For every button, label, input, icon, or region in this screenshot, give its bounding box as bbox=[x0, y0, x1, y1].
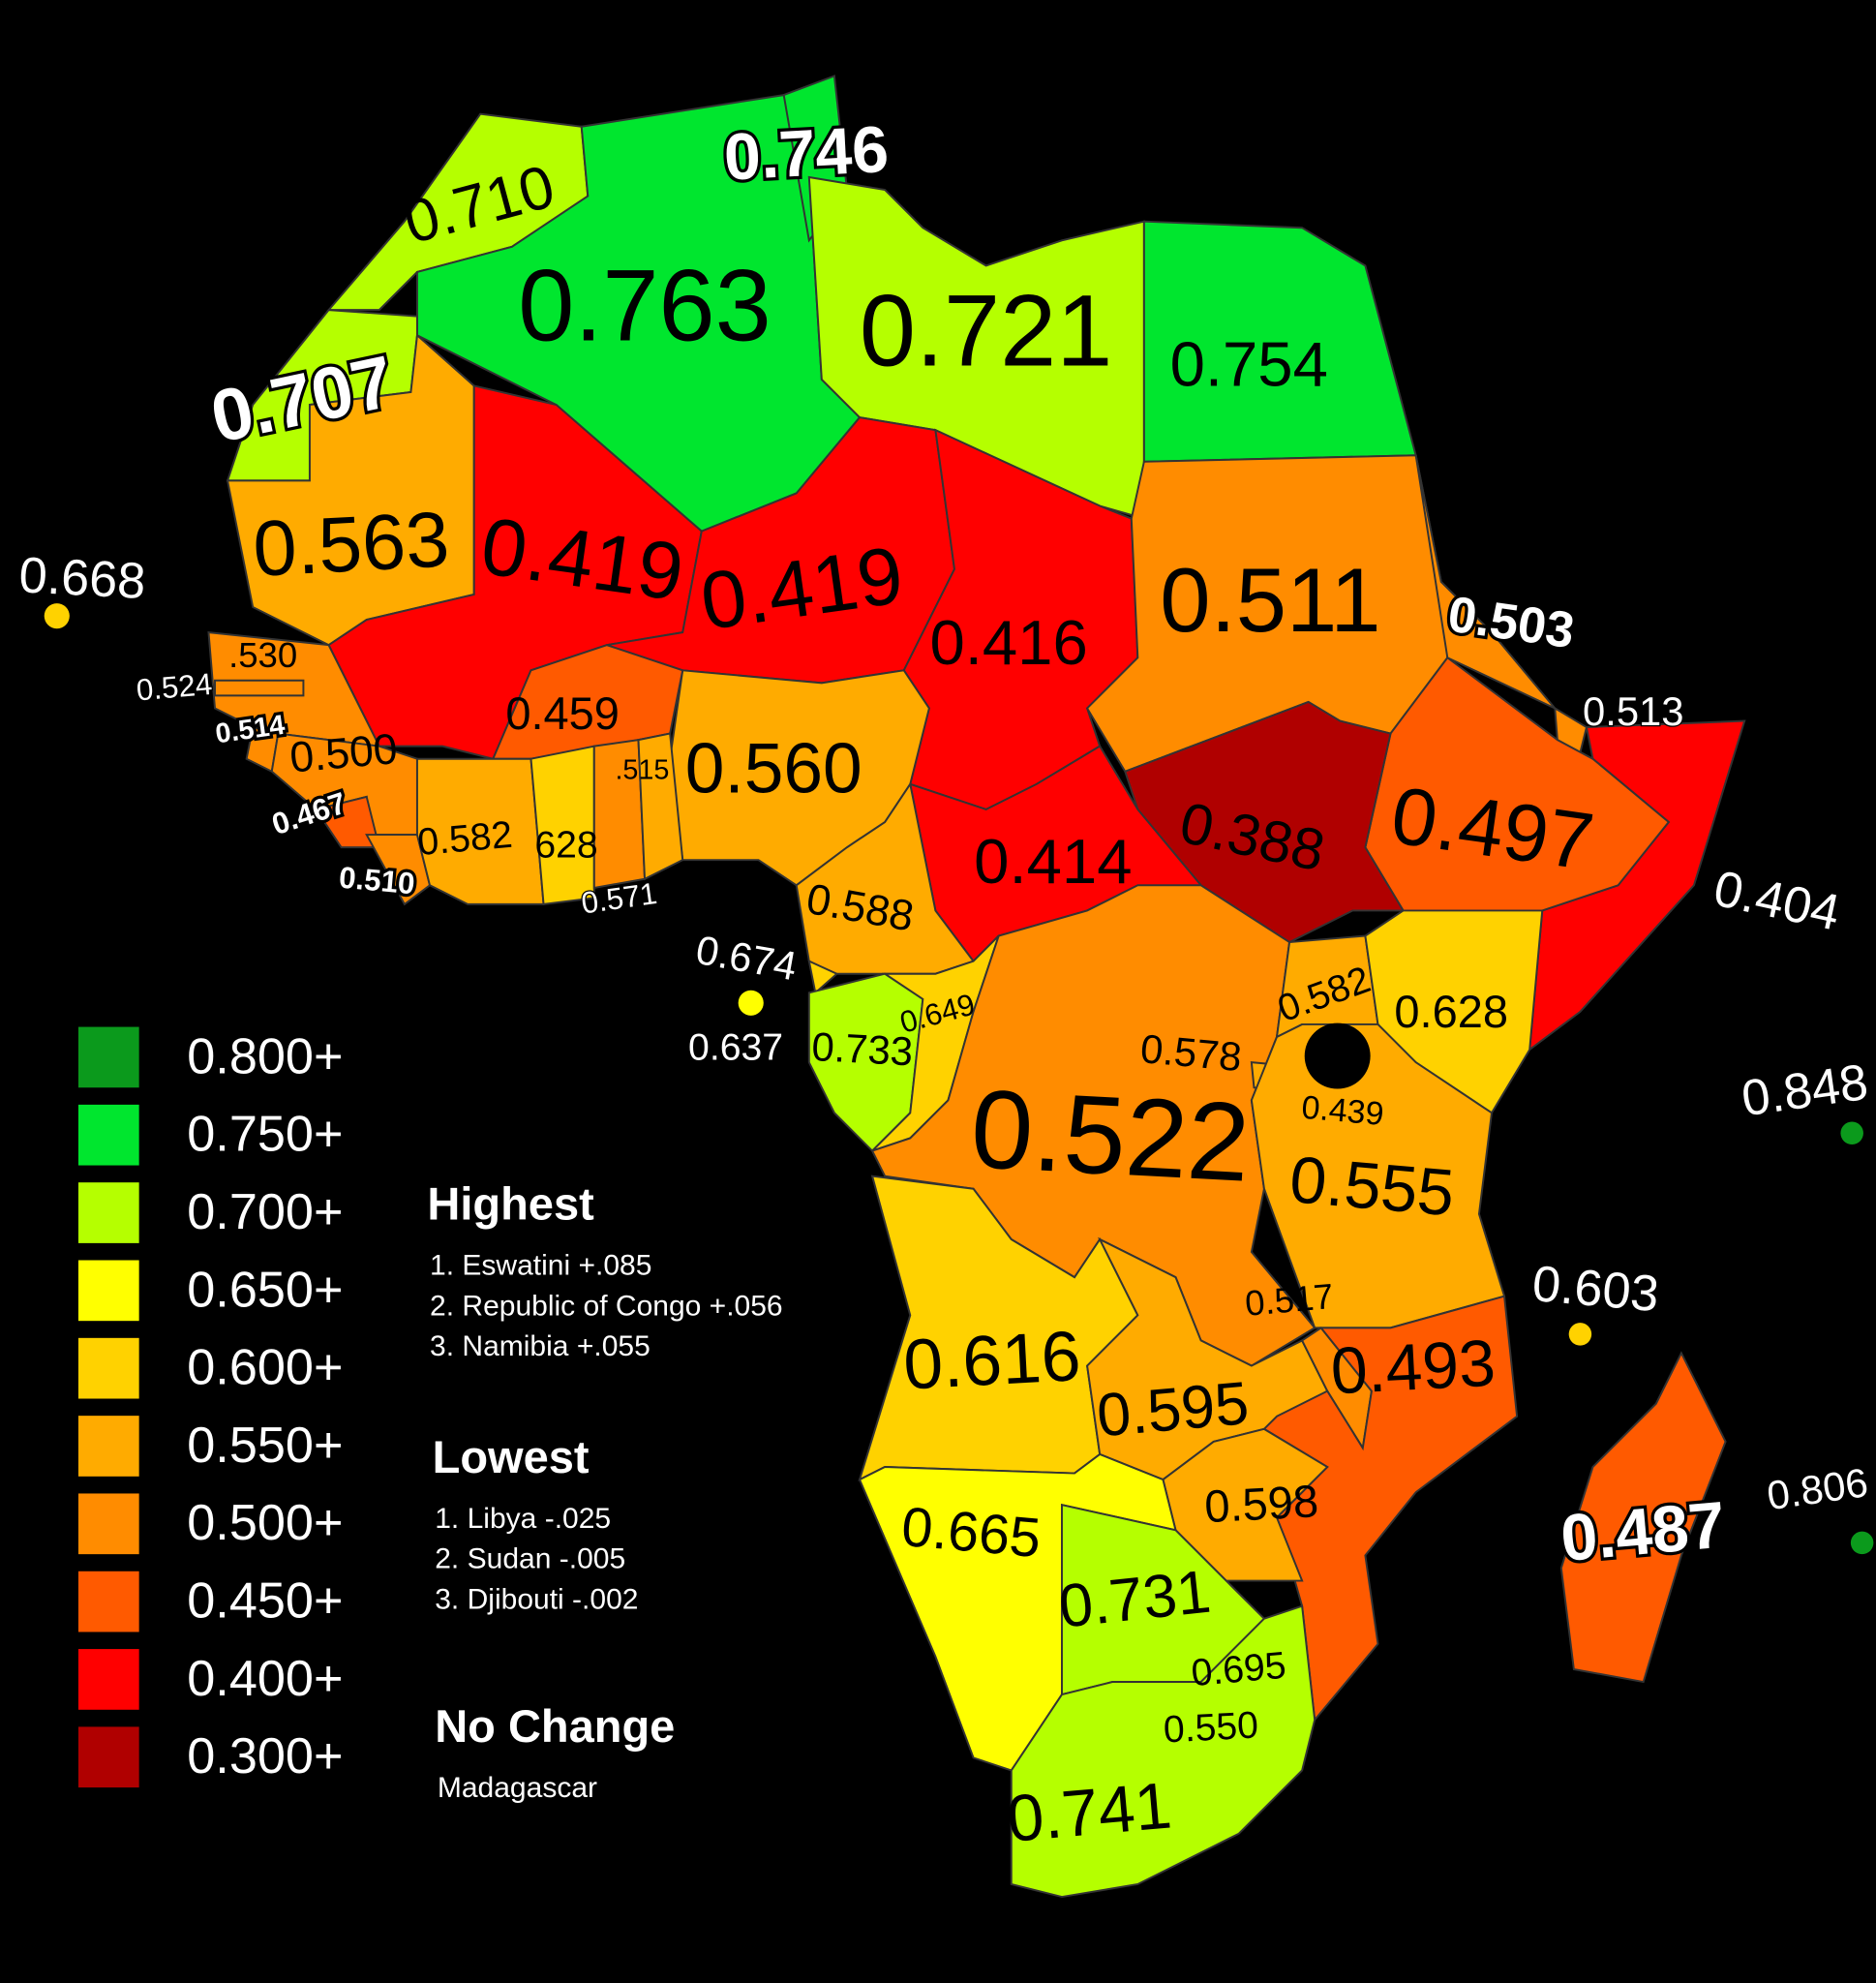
legend-swatch bbox=[77, 1260, 139, 1322]
region-label: 0.487 bbox=[1558, 1489, 1728, 1576]
region-label: 0.550 bbox=[1163, 1704, 1259, 1751]
region-label: 0.668 bbox=[17, 547, 147, 610]
region-label: 0.493 bbox=[1329, 1327, 1498, 1409]
region-label: 0.603 bbox=[1530, 1256, 1661, 1323]
region-label: 0.746 bbox=[722, 113, 891, 195]
note-title: Highest bbox=[427, 1178, 594, 1230]
legend-swatch bbox=[77, 1649, 139, 1710]
note-item: 2. Sudan -.005 bbox=[435, 1543, 625, 1575]
region-label: 0.500 bbox=[288, 725, 400, 781]
region-label: 0.763 bbox=[518, 250, 771, 363]
legend-label: 0.800+ bbox=[187, 1028, 343, 1084]
island bbox=[738, 990, 764, 1016]
region-label: 0.637 bbox=[688, 1026, 783, 1068]
legend-swatch bbox=[77, 1104, 139, 1166]
region-label: 0.560 bbox=[685, 730, 862, 808]
legend-label: 0.300+ bbox=[187, 1728, 343, 1785]
region-label: 0.721 bbox=[860, 275, 1112, 388]
country bbox=[1010, 1604, 1316, 1899]
region-label: 0.665 bbox=[899, 1496, 1044, 1570]
country bbox=[1414, 455, 1557, 710]
legend-swatch bbox=[77, 1182, 139, 1243]
region-label: 0.741 bbox=[1004, 1769, 1174, 1856]
note-item: 3. Djibouti -.002 bbox=[435, 1583, 638, 1615]
region-label: 0.754 bbox=[1170, 329, 1328, 400]
legend-swatch bbox=[77, 1726, 139, 1788]
region-label: 0.517 bbox=[1243, 1276, 1335, 1324]
legend-label: 0.550+ bbox=[187, 1418, 343, 1474]
legend-swatch bbox=[77, 1026, 139, 1088]
region-label: 0.578 bbox=[1138, 1025, 1243, 1080]
country bbox=[214, 679, 305, 697]
legend-label: 0.450+ bbox=[187, 1573, 343, 1630]
region-label: .530 bbox=[228, 635, 297, 675]
region-label: 0.510 bbox=[338, 861, 416, 901]
note-title: Lowest bbox=[433, 1431, 590, 1482]
region-label: 0.695 bbox=[1190, 1645, 1287, 1694]
region-label: 0.511 bbox=[1160, 549, 1380, 651]
island bbox=[1568, 1323, 1592, 1346]
legend: 0.800+ 0.750+ 0.700+ 0.650+ 0.600+ 0.550+ 0.50… bbox=[77, 1026, 343, 1788]
legend-swatch bbox=[77, 1571, 139, 1632]
island bbox=[1840, 1121, 1863, 1145]
region-label: 0.439 bbox=[1300, 1089, 1385, 1133]
legend-label: 0.650+ bbox=[187, 1262, 343, 1318]
legend-label: 0.400+ bbox=[187, 1651, 343, 1707]
legend-swatch bbox=[77, 1337, 139, 1399]
region-label: 0.555 bbox=[1286, 1144, 1457, 1231]
island bbox=[1850, 1531, 1874, 1555]
region-label: 0.731 bbox=[1056, 1558, 1214, 1641]
country bbox=[637, 732, 684, 881]
region-label: 0.582 bbox=[416, 814, 514, 864]
lake-victoria bbox=[1304, 1022, 1371, 1089]
region-label: .515 bbox=[615, 754, 669, 785]
island bbox=[44, 603, 70, 629]
region-label: 0.416 bbox=[929, 607, 1087, 678]
legend-label: 0.750+ bbox=[187, 1107, 343, 1163]
country bbox=[530, 745, 595, 905]
country bbox=[1142, 220, 1417, 463]
note-item: 1. Libya -.025 bbox=[435, 1503, 611, 1535]
note-title: No Change bbox=[435, 1700, 675, 1752]
legend-swatch bbox=[77, 1493, 139, 1555]
country bbox=[1559, 1351, 1727, 1684]
region-label: 0.522 bbox=[968, 1067, 1253, 1205]
region-label: 0.524 bbox=[135, 667, 213, 708]
region-label: 0.628 bbox=[1394, 986, 1508, 1037]
region-label: 0.459 bbox=[505, 687, 620, 739]
country bbox=[807, 959, 839, 995]
region-label: 0.563 bbox=[251, 496, 451, 593]
legend-label: 0.500+ bbox=[187, 1495, 343, 1551]
notes: Highest 1. Eswatini +.085 2. Republic of C… bbox=[427, 1178, 782, 1804]
countries bbox=[44, 75, 1874, 1899]
legend-swatch bbox=[77, 1416, 139, 1477]
note-item: 1. Eswatini +.085 bbox=[430, 1250, 651, 1282]
note-item: 3. Namibia +.055 bbox=[430, 1330, 651, 1362]
region-label: 0.513 bbox=[1583, 688, 1684, 734]
region-label: 0.414 bbox=[974, 826, 1132, 897]
legend-label: 0.600+ bbox=[187, 1340, 343, 1396]
note-item: Madagascar bbox=[438, 1772, 597, 1804]
region-label: 0.598 bbox=[1203, 1475, 1319, 1532]
region-label: 628 bbox=[534, 824, 597, 866]
legend-label: 0.700+ bbox=[187, 1184, 343, 1240]
region-label: 0.616 bbox=[901, 1317, 1082, 1404]
region-label: 0.733 bbox=[810, 1023, 914, 1074]
region-label: 0.595 bbox=[1094, 1369, 1251, 1449]
note-item: 2. Republic of Congo +.056 bbox=[430, 1290, 783, 1322]
